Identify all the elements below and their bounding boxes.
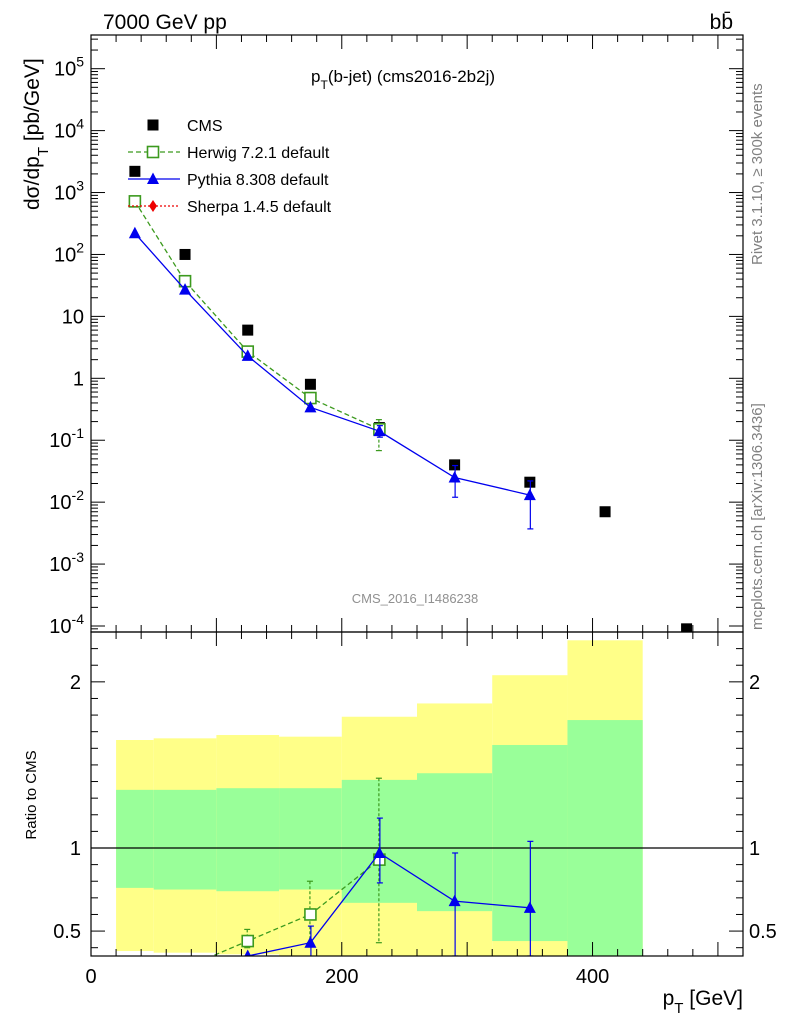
ratio-xtick-label-1: 200 bbox=[325, 966, 358, 988]
ratio-ytick-label-right-0: 0.5 bbox=[749, 921, 777, 943]
ratio-pythia-point-3 bbox=[373, 846, 386, 858]
ratio-herwig-point-1 bbox=[241, 934, 255, 948]
main-cms-point-8 bbox=[681, 623, 693, 632]
ratio-ytick-label-0: 0.5 bbox=[53, 921, 81, 943]
legend-label-cms: CMS bbox=[187, 118, 223, 135]
ratio-band-inner-2 bbox=[216, 788, 280, 892]
legend-marker-herwig bbox=[146, 145, 160, 159]
analysis-watermark: CMS_2016_I1486238 bbox=[352, 591, 479, 606]
main-series-layer bbox=[128, 165, 693, 632]
main-pythia-point-6 bbox=[523, 488, 536, 501]
legend: CMS Herwig 7.2.1 default Pythia 8.308 defa… bbox=[128, 118, 332, 216]
main-ytick-label-6: 10-1 bbox=[49, 425, 84, 452]
legend-label-sherpa: Sherpa 1.4.5 default bbox=[187, 199, 332, 216]
process-label: bb̄ bbox=[710, 11, 733, 34]
main-ytick-label-5: 1 bbox=[73, 368, 84, 390]
main-ytick-label-1: 104 bbox=[54, 116, 84, 143]
ratio-ytick-label-right-2: 2 bbox=[749, 672, 760, 694]
ratio-xtick-label-0: 0 bbox=[85, 966, 96, 988]
ratio-ytick-label-1: 1 bbox=[70, 838, 81, 860]
ratio-pythia-point-0 bbox=[179, 971, 191, 983]
main-cms-point-7 bbox=[599, 506, 611, 518]
energy-label: 7000 GeV pp bbox=[103, 11, 227, 34]
ratio-pythia-point-1 bbox=[244, 949, 252, 956]
main-ytick-label-8: 10-3 bbox=[49, 549, 84, 576]
ratio-herwig-point-0 bbox=[180, 962, 191, 973]
main-cms-point-2 bbox=[242, 324, 254, 336]
main-pythia-point-3 bbox=[304, 400, 317, 413]
ratio-ytick-label-right-1: 1 bbox=[749, 838, 760, 860]
ratio-band-inner-3 bbox=[279, 788, 342, 890]
main-ytick-label-2: 103 bbox=[54, 178, 84, 205]
x-axis-label: pT [GeV] bbox=[663, 987, 743, 1017]
legend-marker-pythia bbox=[147, 172, 159, 184]
source-side-label: mcplots.cern.ch [arXiv:1306.3436] bbox=[749, 403, 766, 630]
main-ytick-label-7: 10-2 bbox=[49, 487, 84, 514]
ratio-band-inner-0 bbox=[116, 789, 154, 888]
main-pythia-point-1 bbox=[179, 283, 192, 295]
main-cms-point-1 bbox=[179, 248, 191, 260]
ratio-band-inner-1 bbox=[153, 789, 217, 890]
main-ytick-label-3: 102 bbox=[54, 239, 84, 266]
main-ytick-label-4: 10 bbox=[62, 306, 84, 328]
legend-label-herwig: Herwig 7.2.1 default bbox=[187, 145, 330, 162]
ratio-pythia-point-2 bbox=[304, 936, 317, 948]
main-pythia-point-0 bbox=[128, 226, 141, 239]
main-pythia-point-5 bbox=[448, 471, 461, 483]
ratio-band-inner-7 bbox=[567, 720, 643, 956]
main-ytick-label-9: 10-4 bbox=[49, 611, 84, 638]
legend-marker-sherpa bbox=[149, 200, 157, 212]
main-cms-point-0 bbox=[129, 165, 141, 177]
main-pythia-line bbox=[134, 232, 530, 496]
rivet-side-label: Rivet 3.1.10, ≥ 300k events bbox=[749, 83, 766, 265]
ratio-pythia-point-5 bbox=[523, 901, 536, 913]
ratio-panel-frame bbox=[90, 631, 744, 957]
ratio-xtick-label-2: 400 bbox=[576, 966, 609, 988]
legend-label-pythia: Pythia 8.308 default bbox=[187, 172, 329, 189]
ratio-pythia-point-4 bbox=[448, 894, 461, 907]
plot-title: pT(b-jet) (cms2016-2b2j) bbox=[311, 67, 495, 92]
main-y-axis-label: dσ/dpT [pb/GeV] bbox=[21, 58, 52, 210]
ratio-y-axis-label: Ratio to CMS bbox=[23, 750, 40, 839]
ratio-pythia-line bbox=[245, 852, 530, 956]
main-pythia-point-4 bbox=[373, 424, 386, 437]
main-herwig-point-0 bbox=[128, 195, 142, 208]
main-herwig-line bbox=[134, 201, 380, 430]
ratio-ytick-label-2: 2 bbox=[70, 672, 81, 694]
legend-marker-cms bbox=[147, 119, 159, 131]
main-pythia-point-2 bbox=[241, 349, 254, 361]
main-cms-point-5 bbox=[449, 459, 461, 471]
main-ytick-label-0: 105 bbox=[54, 54, 84, 81]
main-cms-point-3 bbox=[304, 378, 316, 390]
ratio-herwig-point-2 bbox=[304, 908, 317, 921]
